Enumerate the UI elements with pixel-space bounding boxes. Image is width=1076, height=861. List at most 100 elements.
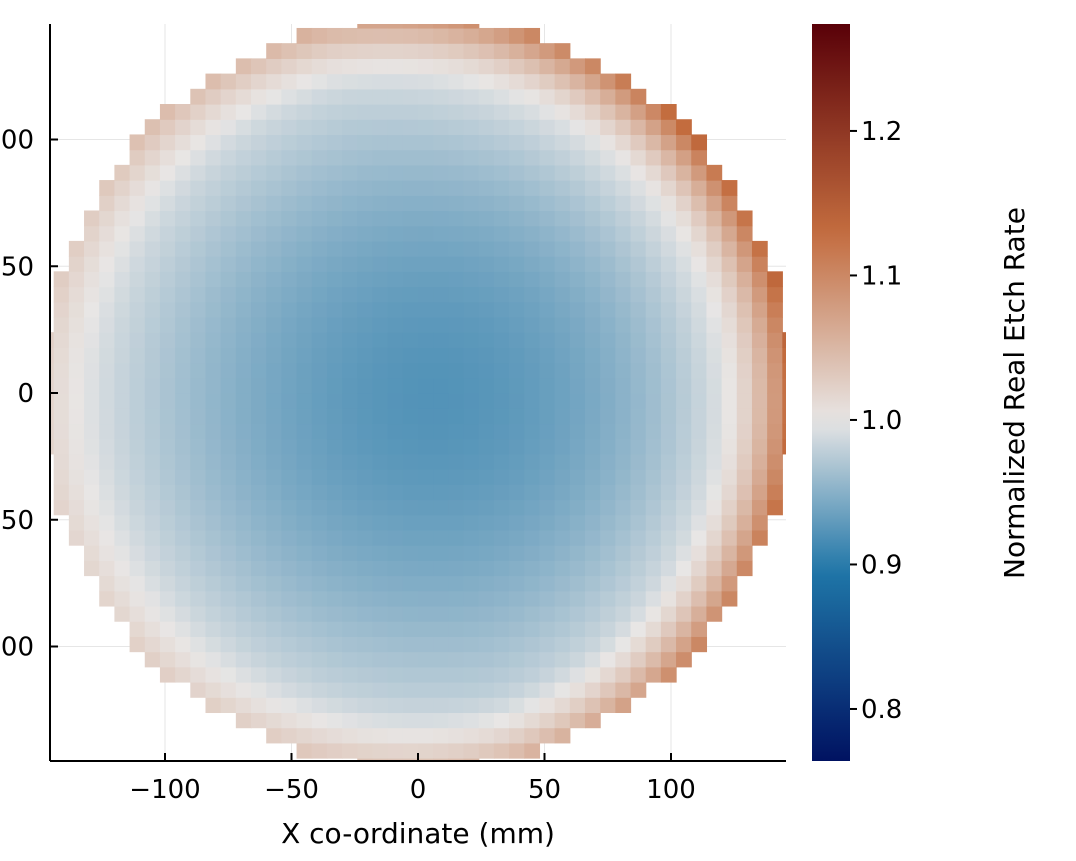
heatmap-cell [539,301,556,318]
heatmap-cell [342,742,358,759]
heatmap-cell [539,347,556,364]
heatmap-cell [691,590,708,607]
heatmap-cell [159,195,176,212]
heatmap-cell [706,286,723,303]
heatmap-cell [84,316,100,333]
heatmap-cell [235,666,252,683]
heatmap-cell [691,301,708,318]
colorbar-label: Normalized Real Etch Rate [998,207,1031,579]
heatmap-cell [539,590,556,607]
heatmap-cell [676,225,692,242]
heatmap-cell [342,225,358,242]
heatmap-cell [68,271,85,288]
heatmap-cell [114,469,131,485]
heatmap-cell [463,393,480,409]
heatmap-cell [600,88,616,105]
heatmap-cell [645,104,662,120]
heatmap-cell [600,347,616,364]
heatmap-cell [630,438,647,455]
heatmap-cell [433,666,449,683]
heatmap-cell [251,301,267,318]
x-tick-label: 50 [528,775,561,805]
heatmap-cell [418,712,434,729]
heatmap-cell [402,545,419,561]
heatmap-cell [387,301,404,318]
heatmap-cell [706,271,723,288]
heatmap-cell [524,134,541,151]
heatmap-cell [387,697,404,714]
heatmap-cell [144,316,161,333]
heatmap-cell [387,347,404,364]
heatmap-cell [281,301,298,318]
heatmap-cell [235,393,252,409]
heatmap-cell [144,134,161,151]
heatmap-cell [205,438,222,455]
heatmap-cell [205,605,222,622]
heatmap-cell [615,271,632,288]
heatmap-cell [402,210,419,227]
heatmap-cell [539,58,556,75]
heatmap-cell [84,301,100,318]
heatmap-cell [433,758,449,761]
heatmap-cell [235,104,252,120]
heatmap-cell [448,180,465,196]
heatmap-cell [99,408,115,425]
heatmap-cell [220,210,237,227]
heatmap-cell [99,377,115,394]
heatmap-cell [493,438,510,455]
heatmap-cell [342,545,358,561]
heatmap-cell [326,240,343,257]
heatmap-cell [342,180,358,196]
heatmap-cell [296,651,313,668]
heatmap-cell [448,727,465,744]
heatmap-cell [159,636,176,653]
heatmap-cell [311,469,328,485]
heatmap-cell [281,575,298,592]
heatmap-cell [584,423,601,440]
heatmap-cell [281,119,298,136]
heatmap-cell [569,453,586,470]
heatmap-cell [387,712,404,729]
heatmap-cell [281,469,298,485]
heatmap-cell [569,560,586,577]
heatmap-cell [372,545,389,561]
heatmap-cell [463,742,480,759]
heatmap-cell [539,377,556,394]
heatmap-cell [251,408,267,425]
heatmap-cell [418,393,434,409]
heatmap-cell [114,529,131,546]
heatmap-cell [584,149,601,166]
heatmap-cell [539,484,556,501]
heatmap-cell [691,271,708,288]
heatmap-cell [691,149,708,166]
heatmap-cell [736,560,753,577]
heatmap-cell [478,180,495,196]
heatmap-cell [660,545,677,561]
heatmap-cell [205,408,222,425]
heatmap-cell [493,499,510,516]
heatmap-cell [569,621,586,637]
heatmap-cell [721,347,738,364]
heatmap-cell [584,210,601,227]
heatmap-cell [676,210,692,227]
heatmap-cell [751,271,768,288]
heatmap-cell [326,347,343,364]
heatmap-cell [235,134,252,151]
heatmap-cell [600,377,616,394]
heatmap-cell [266,499,282,516]
heatmap-cell [539,104,556,120]
heatmap-cell [509,377,525,394]
heatmap-cell [463,271,480,288]
heatmap-cell [296,134,313,151]
heatmap-cell [600,301,616,318]
heatmap-cell [190,408,207,425]
heatmap-cell [524,256,541,272]
heatmap-cell [205,453,222,470]
heatmap-cell [463,73,480,90]
heatmap-cell [751,529,768,546]
heatmap-cell [767,362,783,379]
heatmap-cell [114,256,131,272]
heatmap-cell [645,240,662,257]
heatmap-cell [114,545,131,561]
